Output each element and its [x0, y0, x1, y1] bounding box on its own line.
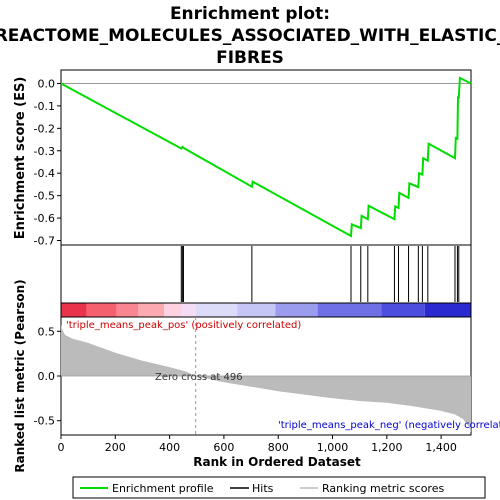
chart-title-line-1: Enrichment plot:	[170, 4, 330, 24]
color-bar-segment	[181, 303, 196, 317]
zero-cross-label: Zero cross at 496	[155, 372, 243, 383]
metric-x-tick-label: 1,000	[317, 441, 349, 454]
neg-correlated-label: 'triple_means_peak_neg' (negatively corr…	[278, 420, 500, 431]
es-y-tick-label: -0.6	[34, 212, 55, 225]
metric-x-tick-label: 1,200	[371, 441, 403, 454]
es-y-tick-label: -0.2	[34, 122, 55, 135]
color-bar-segment	[317, 303, 382, 317]
legend: Enrichment profile Hits Ranking metric s…	[72, 476, 486, 499]
metric-x-tick-label: 200	[105, 441, 126, 454]
es-y-tick-label: -0.7	[34, 235, 55, 248]
metric-y-tick-label: -0.5	[34, 415, 55, 428]
chart-title-line-2: REACTOME_MOLECULES_ASSOCIATED_WITH_ELAST…	[0, 26, 500, 46]
enrichment-profile-line	[60, 76, 472, 238]
es-y-tick-label: 0.0	[38, 77, 56, 90]
color-bar-segment	[381, 303, 425, 317]
metric-panel: 0.50.0-0.5 0 200 400 600 800 1,000 1,200 1,400 …	[13, 279, 500, 472]
metric-x-tick-label: 800	[268, 441, 289, 454]
color-bar-segment	[86, 303, 117, 317]
ranking-metric-area	[61, 324, 471, 433]
metric-y-axis-label: Ranked list metric (Pearson)	[13, 279, 27, 472]
metric-x-tick-label: 0	[58, 441, 65, 454]
pos-correlated-label: 'triple_means_peak_pos' (positively corr…	[66, 320, 301, 331]
legend-label-hits: Hits	[252, 482, 274, 495]
hit-lines	[180, 246, 460, 302]
legend-frame	[72, 476, 486, 499]
metric-x-tick-label: 400	[159, 441, 180, 454]
chart-title-line-3: FIBRES	[216, 48, 284, 68]
es-panel-frame	[60, 69, 472, 246]
metric-y-tick-label: 0.0	[38, 370, 56, 383]
metric-x-tick-label: 1,400	[425, 441, 457, 454]
metric-x-tick-label: 600	[213, 441, 234, 454]
es-y-tick-label: -0.5	[34, 190, 55, 203]
color-bar-segment	[116, 303, 139, 317]
es-y-tick-label: -0.3	[34, 145, 55, 158]
color-bar-segment	[275, 303, 318, 317]
color-bar-segment	[138, 303, 165, 317]
metric-x-axis: 0 200 400 600 800 1,000 1,200 1,400	[58, 435, 457, 454]
color-bar-segment	[237, 303, 276, 317]
color-bar-segment	[424, 303, 471, 317]
legend-label-ranking: Ranking metric scores	[322, 482, 444, 495]
es-y-axis-label: Enrichment score (ES)	[13, 77, 28, 240]
es-y-axis: 0.0 -0.1 -0.2 -0.3 -0.4 -0.5 -0.6 -0.7	[34, 77, 61, 248]
metric-y-tick-label: 0.5	[38, 325, 56, 338]
es-y-tick-label: -0.1	[34, 100, 55, 113]
metric-x-axis-label: Rank in Ordered Dataset	[193, 455, 361, 469]
legend-label-enrichment: Enrichment profile	[112, 482, 214, 495]
es-y-tick-label: -0.4	[34, 167, 55, 180]
hits-panel	[60, 244, 472, 304]
color-bar-segment	[164, 303, 182, 317]
correlation-color-bar	[61, 303, 471, 317]
color-bar-segment	[195, 303, 238, 317]
color-bar-segment	[61, 303, 87, 317]
metric-y-axis: 0.5 0.0 -0.5	[34, 325, 61, 428]
hits-panel-frame	[60, 244, 472, 304]
es-panel: 0.0 -0.1 -0.2 -0.3 -0.4 -0.5 -0.6 -0.7 Enrichme…	[13, 69, 472, 248]
